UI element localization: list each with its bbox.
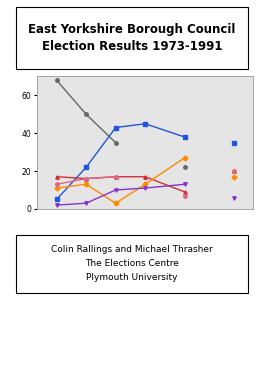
Text: Colin Rallings and Michael Thrasher
The Elections Centre
Plymouth University: Colin Rallings and Michael Thrasher The …: [51, 245, 213, 282]
FancyBboxPatch shape: [16, 7, 248, 69]
FancyBboxPatch shape: [16, 235, 248, 293]
Text: East Yorkshire Borough Council
Election Results 1973-1991: East Yorkshire Borough Council Election …: [28, 23, 236, 53]
